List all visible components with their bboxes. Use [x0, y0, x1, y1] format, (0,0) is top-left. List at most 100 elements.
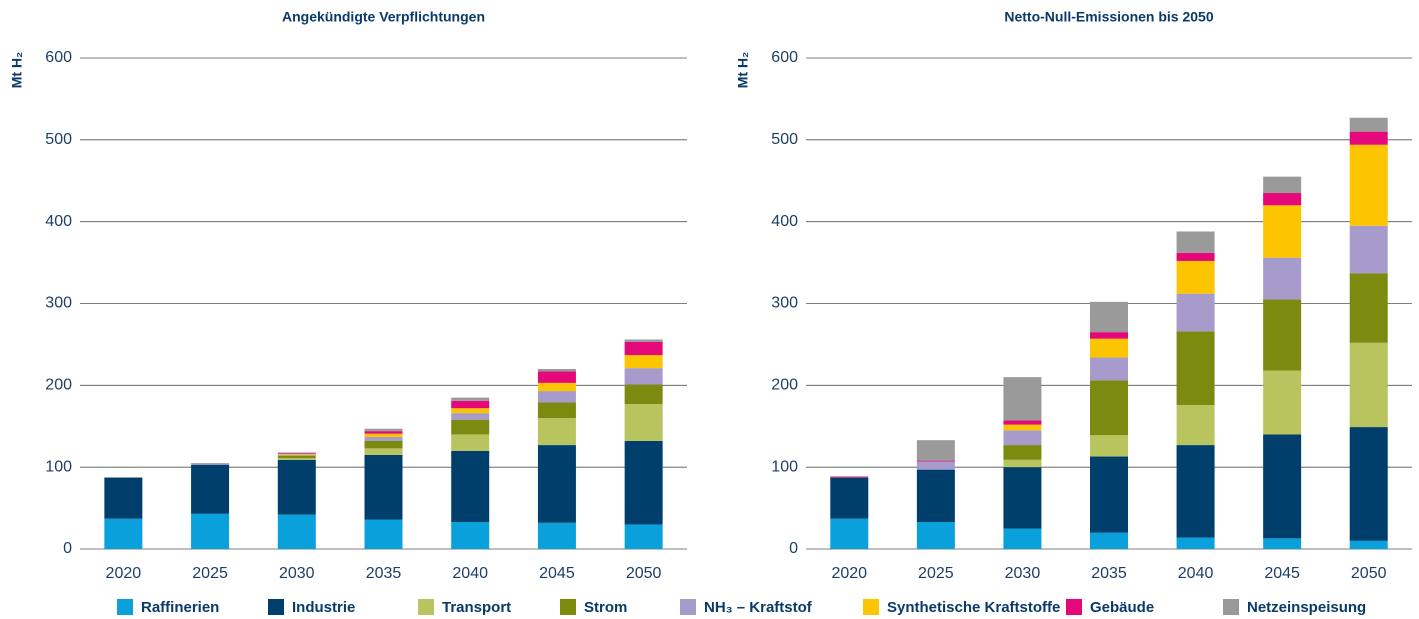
bar-segment [1090, 532, 1128, 549]
y-tick-label: 400 [45, 213, 72, 230]
bar-segment [916, 460, 955, 462]
bar-segment [624, 339, 663, 342]
bar-segment [364, 440, 403, 449]
bar-segment [191, 513, 230, 549]
y-tick-label: 400 [771, 213, 798, 230]
x-tick-label: 2035 [366, 565, 402, 582]
legend-swatch [1223, 599, 1239, 615]
bar-segment [916, 469, 955, 522]
bar-segment [451, 521, 490, 549]
x-tick-label: 2030 [279, 565, 315, 582]
bar-segment [451, 408, 490, 414]
bar-segment [364, 428, 403, 432]
bar-segment [916, 461, 955, 470]
bar-segment [1003, 528, 1042, 549]
bar-segment [624, 440, 663, 525]
legend-swatch [117, 599, 133, 615]
y-tick-label: 300 [45, 295, 72, 312]
bar-segment [916, 440, 955, 461]
x-tick-label: 2050 [626, 565, 662, 582]
bar-segment [1349, 273, 1388, 343]
bar-segment [277, 454, 316, 455]
legend-swatch [1066, 599, 1082, 615]
bar-segment [1176, 231, 1215, 253]
bar-segment [624, 384, 663, 405]
bar-segment [1349, 342, 1388, 428]
y-axis-label: Mt H₂ [735, 52, 751, 89]
bar-segment [104, 518, 143, 549]
y-tick-label: 0 [789, 540, 798, 557]
bar-segment [191, 463, 230, 465]
bar-segment [277, 454, 316, 456]
x-tick-label: 2025 [192, 565, 228, 582]
bar-segment [277, 452, 316, 454]
bar-segment [537, 445, 576, 523]
bar-segment [364, 448, 403, 455]
bar-segment [1263, 370, 1302, 435]
bar-segment [537, 391, 576, 403]
y-axis-label: Mt H₂ [9, 52, 25, 89]
y-tick-label: 0 [63, 540, 72, 557]
bar-segment [451, 434, 490, 451]
legend-label: Industrie [292, 599, 355, 616]
bar-segment [1176, 331, 1215, 405]
bar-segment [1003, 420, 1042, 425]
bar-segment [537, 402, 576, 419]
bar-segment [1090, 435, 1128, 457]
y-tick-label: 100 [771, 458, 798, 475]
bar-segment [1090, 301, 1128, 333]
x-tick-label: 2045 [1264, 565, 1300, 582]
bar-segment [1090, 332, 1128, 339]
bar-segment [451, 450, 490, 522]
bar-segment [364, 436, 403, 441]
bar-segment [364, 431, 403, 434]
y-tick-label: 500 [45, 131, 72, 148]
bar-segment [1349, 427, 1388, 541]
bar-segment [1003, 424, 1042, 431]
bar-segment [1263, 538, 1302, 549]
bar-segment [1003, 445, 1042, 460]
legend-swatch [680, 599, 696, 615]
bar-segment [1090, 380, 1128, 436]
legend-label: NH₃ – Kraftstof [704, 599, 813, 616]
x-tick-label: 2045 [539, 565, 575, 582]
bar-segment [1349, 131, 1388, 145]
bar-segment [624, 355, 663, 369]
bar-segment [830, 476, 869, 478]
bar-segment [537, 382, 576, 392]
bar-segment [104, 477, 143, 519]
bar-segment [624, 524, 663, 549]
bar-segment [364, 519, 403, 549]
bar-segment [1263, 299, 1302, 371]
x-tick-label: 2050 [1351, 565, 1387, 582]
bar-segment [1263, 434, 1302, 539]
bar-segment [1349, 117, 1388, 132]
legend-label: Transport [442, 599, 511, 616]
legend-label: Raffinerien [141, 599, 219, 616]
x-tick-label: 2030 [1005, 565, 1041, 582]
bar-segment [277, 459, 316, 515]
legend-swatch [863, 599, 879, 615]
bar-segment [1090, 456, 1128, 533]
bar-segment [830, 518, 869, 549]
x-tick-label: 2020 [831, 565, 867, 582]
bar-segment [451, 413, 490, 420]
chart-title: Angekündigte Verpflichtungen [282, 9, 485, 25]
x-tick-label: 2020 [106, 565, 142, 582]
y-tick-label: 100 [45, 458, 72, 475]
bar-segment [1349, 225, 1388, 274]
bar-segment [830, 477, 869, 519]
bar-segment [1263, 193, 1302, 206]
bar-segment [1003, 467, 1042, 529]
bar-segment [1090, 338, 1128, 358]
legend-swatch [560, 599, 576, 615]
legend-swatch [418, 599, 434, 615]
bar-segment [1090, 357, 1128, 381]
bar-segment [191, 463, 230, 464]
chart-title: Netto-Null-Emissionen bis 2050 [1004, 9, 1213, 25]
bar-segment [1263, 205, 1302, 258]
bar-segment [104, 476, 143, 478]
y-tick-label: 500 [771, 131, 798, 148]
bar-segment [916, 521, 955, 549]
